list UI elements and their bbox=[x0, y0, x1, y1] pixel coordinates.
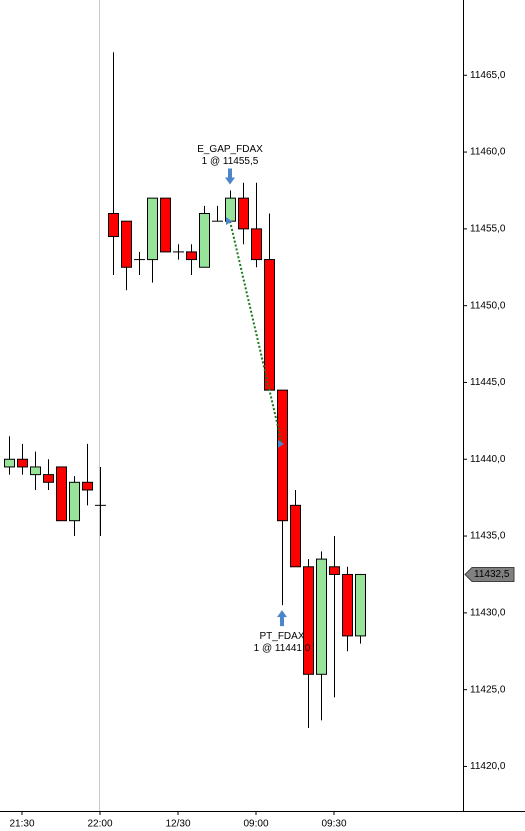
candle-body bbox=[355, 573, 366, 637]
candle-body bbox=[30, 466, 41, 476]
trade-price-marker bbox=[278, 439, 284, 448]
candle-body bbox=[17, 458, 28, 468]
y-tick-label: 11425,0 bbox=[470, 684, 506, 695]
candle-body bbox=[329, 566, 340, 575]
y-tick-label: 11445,0 bbox=[470, 377, 506, 388]
candle-body bbox=[342, 573, 353, 637]
last-price-label: 11432,5 bbox=[474, 569, 510, 580]
candle-body bbox=[147, 197, 158, 261]
candle-body bbox=[108, 213, 119, 238]
y-tick-label: 11465,0 bbox=[470, 70, 506, 81]
x-tick-label: 12/30 bbox=[165, 819, 190, 830]
y-tick-label: 11435,0 bbox=[470, 531, 506, 542]
y-tick-label: 11450,0 bbox=[470, 300, 506, 311]
candle-body bbox=[290, 504, 301, 568]
entry-arrow bbox=[225, 168, 235, 185]
candle-body bbox=[238, 197, 249, 230]
candle-body bbox=[316, 558, 327, 675]
exit-arrow bbox=[277, 610, 287, 627]
candle-body bbox=[225, 197, 236, 222]
last-price-tag bbox=[464, 566, 515, 582]
y-tick-label: 11430,0 bbox=[470, 607, 506, 618]
candle-body bbox=[160, 197, 171, 253]
y-tick-label: 11420,0 bbox=[470, 761, 506, 772]
trade-price-marker bbox=[226, 217, 232, 226]
candle-body bbox=[199, 213, 210, 268]
candle-body bbox=[303, 566, 314, 675]
candle-body bbox=[121, 220, 132, 268]
candle-body bbox=[277, 389, 288, 522]
y-tick-label: 11440,0 bbox=[470, 454, 506, 465]
candle-body bbox=[186, 251, 197, 261]
candle-body bbox=[43, 474, 54, 483]
x-tick-label: 21:30 bbox=[9, 819, 34, 830]
trade-label: 1 @ 11455,5 bbox=[202, 156, 259, 167]
trade-label: 1 @ 11441,0 bbox=[254, 643, 311, 654]
candle-body bbox=[82, 481, 93, 491]
candle-body bbox=[4, 458, 15, 468]
x-tick-label: 09:30 bbox=[321, 819, 346, 830]
candle-body bbox=[69, 481, 80, 522]
candle-body bbox=[264, 259, 275, 391]
y-tick-label: 11460,0 bbox=[470, 147, 506, 158]
trade-name: E_GAP_FDAX bbox=[197, 144, 263, 155]
candle-body bbox=[251, 228, 262, 261]
x-tick-label: 22:00 bbox=[87, 819, 112, 830]
candle-body bbox=[56, 466, 67, 522]
trade-name: PT_FDAX bbox=[259, 631, 304, 642]
y-tick-label: 11455,0 bbox=[470, 224, 506, 235]
x-tick-label: 09:00 bbox=[243, 819, 268, 830]
